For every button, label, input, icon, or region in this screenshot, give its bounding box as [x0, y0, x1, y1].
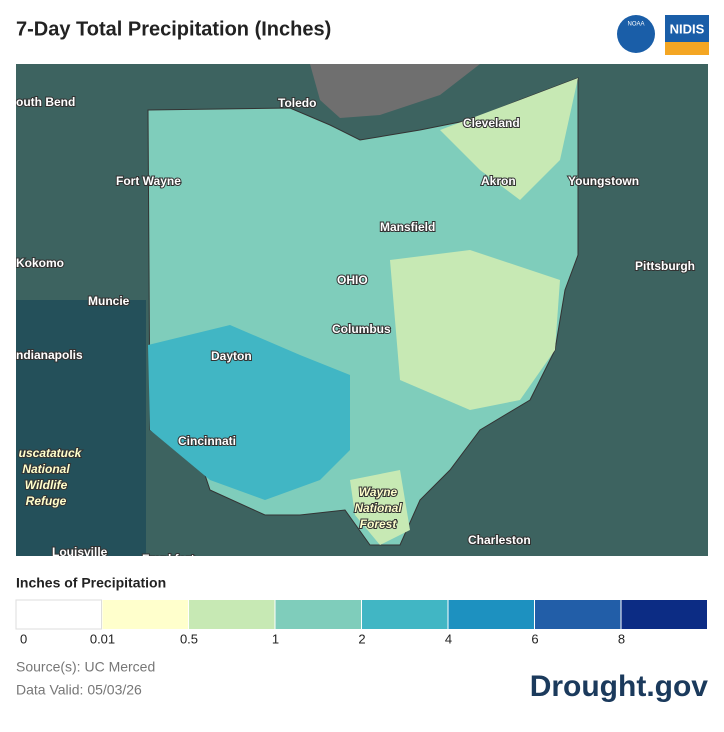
legend-swatch	[15, 599, 102, 630]
park: Forest	[360, 517, 398, 531]
legend-tick-label: 0	[20, 631, 27, 646]
map: outh Bend Toledo Cleveland Fort Wayne Ak…	[16, 64, 708, 566]
legend-swatch	[535, 600, 621, 629]
place: Akron	[481, 174, 516, 188]
place: Frankfort	[142, 552, 195, 566]
state: OHIO	[337, 273, 368, 287]
park: Refuge	[26, 494, 67, 508]
noaa-text: NOAA	[627, 22, 644, 28]
place: Fort Wayne	[116, 174, 181, 188]
legend-tick-label: 8	[618, 631, 625, 646]
place: Kokomo	[16, 256, 64, 270]
place: Mansfield	[380, 220, 435, 234]
legend-tick-label: 0.5	[180, 631, 198, 646]
park: Wayne	[359, 485, 398, 499]
place: Pittsburgh	[635, 259, 695, 273]
legend-tick-label: 1	[272, 631, 279, 646]
brand: Drought.gov	[530, 670, 709, 703]
legend-swatch	[102, 600, 188, 629]
noaa-logo	[617, 15, 655, 53]
region	[16, 300, 146, 556]
nidis-text: NIDIS	[670, 21, 705, 36]
title: 7-Day Total Precipitation (Inches)	[16, 18, 331, 40]
place: Youngstown	[568, 174, 639, 188]
park: National	[354, 501, 402, 515]
legend-swatch	[275, 600, 361, 629]
data-valid: Data Valid: 05/03/26	[16, 682, 142, 698]
place: Toledo	[278, 96, 316, 110]
legend-swatch	[621, 600, 707, 629]
place: outh Bend	[16, 95, 75, 109]
legend-tick-label: 2	[358, 631, 365, 646]
source: Source(s): UC Merced	[16, 659, 155, 675]
park: Wildlife	[25, 478, 68, 492]
legend-tick-label: 4	[445, 631, 452, 646]
place: Louisville	[52, 545, 108, 559]
place: ndianapolis	[16, 348, 83, 362]
legend: 0 0.01 0.5 1 2 4 6 8	[15, 599, 707, 646]
light-rain-area	[390, 250, 560, 410]
nidis-band	[665, 42, 709, 55]
park: uscatatuck	[19, 446, 83, 460]
heavy-rain-area	[148, 325, 350, 500]
place: Muncie	[88, 294, 130, 308]
legend-title: Inches of Precipitation	[16, 575, 166, 591]
lake-erie	[310, 64, 480, 118]
light-rain-area	[440, 78, 578, 200]
legend-tick-label: 6	[531, 631, 538, 646]
legend-swatch	[362, 600, 448, 629]
legend-tick-label: 0.01	[90, 631, 115, 646]
park: National	[22, 462, 70, 476]
place: Dayton	[211, 349, 252, 363]
legend-swatch	[448, 600, 534, 629]
place: Charleston	[468, 533, 531, 547]
place: Cleveland	[463, 116, 520, 130]
place: Cincinnati	[178, 434, 236, 448]
place: Columbus	[332, 322, 391, 336]
light-rain-area	[350, 470, 410, 545]
legend-swatch	[189, 600, 275, 629]
